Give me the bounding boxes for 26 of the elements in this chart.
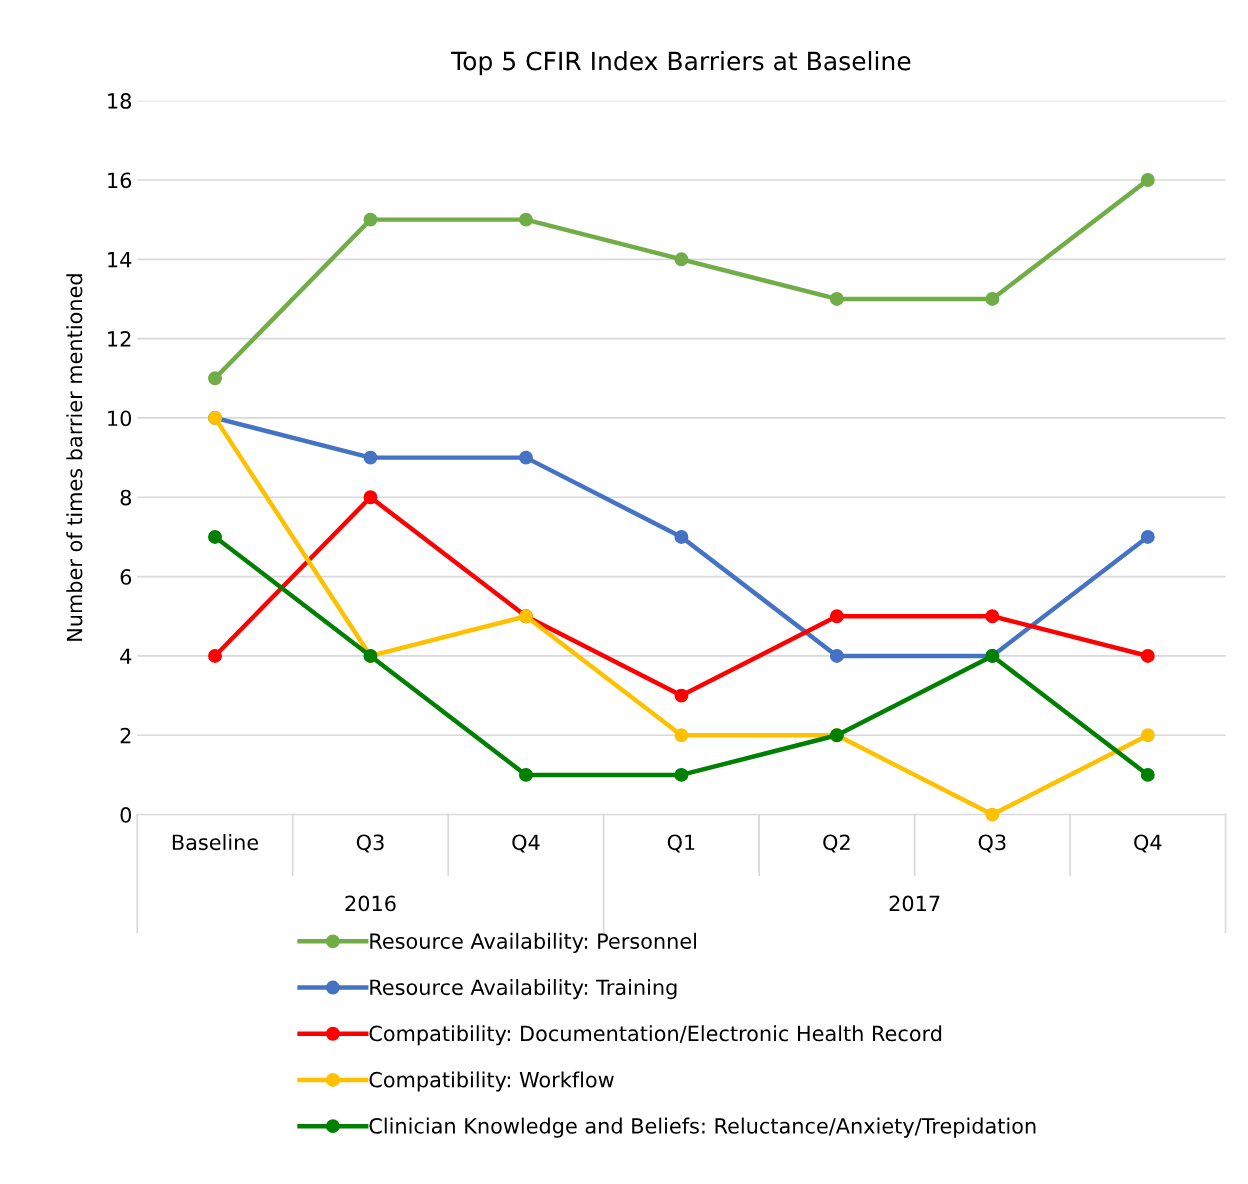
x-tick-label: Q3 — [978, 834, 1006, 853]
y-tick-label: 4 — [120, 648, 132, 664]
y-axis-title: Number of times barrier mentioned — [66, 274, 83, 641]
text: 2017 — [889, 895, 940, 912]
y-tick-label: 12 — [108, 331, 131, 347]
y-tick-label: 10 — [108, 410, 132, 427]
chart-title: Top 5 CFIR Index Barriers at Baseline — [451, 51, 911, 76]
y-tick-label: 18 — [108, 93, 131, 109]
x-tick-label: Q2 — [823, 834, 850, 853]
y-tick-label: 0 — [120, 807, 132, 823]
legend-label: Clinician Knowledge and Beliefs: Reluctance/Anxiety/Trepidation — [369, 1117, 1036, 1138]
text: 2016 — [345, 895, 396, 912]
x-tick-label: Baseline — [172, 834, 259, 851]
legend-label: Resource Availability: Personnel — [370, 932, 696, 953]
x-tick-label: Q3 — [356, 834, 384, 853]
x-tick-label: Q4 — [1134, 834, 1162, 853]
x-tick-label: Q1 — [667, 834, 695, 853]
legend-label: Compatibility: Workflow — [369, 1071, 614, 1092]
y-tick-label: 2 — [120, 727, 131, 744]
y-tick-label: 6 — [120, 569, 132, 585]
legend-label: Resource Availability: Training — [370, 979, 677, 1000]
y-tick-label: 8 — [120, 489, 131, 506]
legend-label: Compatibility: Documentation/Electronic Health Record — [369, 1025, 942, 1046]
x-tick-label: Q4 — [512, 834, 540, 853]
y-tick-label: 14 — [108, 252, 132, 268]
y-tick-label: 16 — [108, 172, 132, 189]
